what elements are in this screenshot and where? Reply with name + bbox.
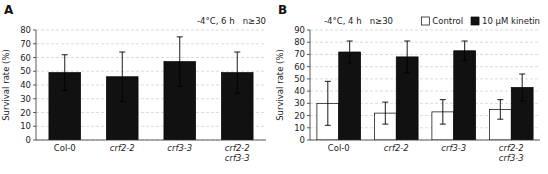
annotation: -4°C, 4 h n≥30 <box>324 16 393 26</box>
y-tick <box>307 66 310 67</box>
x-axis <box>310 140 540 141</box>
panel: 01020304050607080Col-0crf2-2crf3-3crf2-2… <box>1 3 266 163</box>
legend-swatch <box>421 17 429 25</box>
y-tick-label: 10 <box>294 123 305 133</box>
panel-label: A <box>4 3 14 17</box>
grid-line <box>36 43 266 44</box>
y-tick-label: 50 <box>294 74 305 84</box>
grid-line <box>310 140 540 141</box>
y-tick <box>33 57 36 58</box>
error-bar <box>382 102 388 124</box>
x-axis <box>36 140 266 141</box>
y-axis <box>36 30 37 140</box>
y-tick-label: 80 <box>20 25 31 35</box>
y-tick-label: 90 <box>294 25 305 35</box>
y-tick <box>307 140 310 141</box>
y-tick-label: 0 <box>300 135 305 145</box>
panel: 0102030405060708090Col-0crf2-2crf3-3crf2… <box>275 3 540 163</box>
x-tick-label-line: crf2-2 <box>384 143 409 153</box>
y-axis-label: Survival rate (%) <box>275 49 285 121</box>
grid-line <box>36 30 266 31</box>
y-tick-label: 50 <box>20 66 31 76</box>
y-tick <box>33 71 36 72</box>
x-tick-label-line: crf3-3 <box>167 143 192 153</box>
y-tick-label: 30 <box>294 98 305 108</box>
y-tick <box>307 78 310 79</box>
grid-line <box>310 42 540 43</box>
x-tick-label-line: crf3-3 <box>499 153 524 163</box>
x-tick-label-line: Col-0 <box>54 143 76 153</box>
x-tick-label-line: Col-0 <box>328 143 350 153</box>
error-bar <box>325 81 331 125</box>
y-tick <box>33 85 36 86</box>
x-tick-label: crf2-2crf3-3 <box>499 143 524 163</box>
y-tick <box>33 43 36 44</box>
y-tick-label: 80 <box>294 37 305 47</box>
x-tick-label: Col-0 <box>54 143 76 153</box>
y-tick <box>33 98 36 99</box>
grid-line <box>36 71 266 72</box>
x-tick-label: crf2-2 <box>110 143 135 153</box>
error-bar <box>497 100 503 120</box>
bar <box>339 52 361 140</box>
y-tick <box>307 103 310 104</box>
y-tick <box>307 127 310 128</box>
grid-line <box>310 30 540 31</box>
y-tick <box>307 30 310 31</box>
y-tick-label: 60 <box>294 62 305 72</box>
y-tick <box>33 30 36 31</box>
y-tick-label: 0 <box>26 135 31 145</box>
error-bar <box>462 41 468 61</box>
marks <box>317 41 533 140</box>
x-tick-label: crf3-3 <box>441 143 466 153</box>
grid-line <box>36 57 266 58</box>
x-tick-label: crf2-2 <box>384 143 409 153</box>
chart-svg: 01020304050607080Col-0crf2-2crf3-3crf2-2… <box>0 0 548 174</box>
y-tick-label: 40 <box>294 86 305 96</box>
y-tick <box>33 140 36 141</box>
y-tick <box>307 91 310 92</box>
error-bar <box>62 55 68 91</box>
y-tick-label: 20 <box>294 111 305 121</box>
x-tick-label-line: crf2-2 <box>110 143 135 153</box>
y-tick-label: 70 <box>20 39 31 49</box>
y-tick-label: 30 <box>20 94 31 104</box>
bar <box>454 51 476 140</box>
x-tick-label-line: crf2-2 <box>499 143 524 153</box>
y-axis-label: Survival rate (%) <box>1 49 11 121</box>
y-tick <box>307 115 310 116</box>
y-tick-label: 70 <box>294 49 305 59</box>
error-bar <box>119 52 125 102</box>
x-tick-label-line: crf3-3 <box>225 153 250 163</box>
y-tick-label: 10 <box>20 121 31 131</box>
x-tick-label: Col-0 <box>328 143 350 153</box>
marks <box>49 37 253 140</box>
legend-label: 10 μM kinetin <box>482 16 540 26</box>
grid-line <box>36 140 266 141</box>
legend: Control 10 μM kinetin <box>421 16 540 26</box>
x-tick-label-line: crf2-2 <box>225 143 250 153</box>
error-bar <box>234 52 240 93</box>
y-tick <box>307 54 310 55</box>
legend-label: Control <box>432 16 463 26</box>
y-tick-label: 20 <box>20 108 31 118</box>
y-tick <box>33 112 36 113</box>
x-tick-label: crf2-2crf3-3 <box>225 143 250 163</box>
y-tick-label: 40 <box>20 80 31 90</box>
x-tick-label-line: crf3-3 <box>441 143 466 153</box>
y-tick <box>307 42 310 43</box>
error-bar <box>347 41 353 63</box>
y-tick-label: 60 <box>20 53 31 63</box>
error-bar <box>440 100 446 124</box>
error-bar <box>404 41 410 73</box>
y-tick <box>33 126 36 127</box>
y-axis <box>310 30 311 140</box>
error-bar <box>177 37 183 87</box>
error-bar <box>519 74 525 101</box>
x-tick-label: crf3-3 <box>167 143 192 153</box>
annotation: -4°C, 6 h n≥30 <box>197 16 266 26</box>
legend-swatch <box>471 17 479 25</box>
panel-label: B <box>278 3 287 17</box>
